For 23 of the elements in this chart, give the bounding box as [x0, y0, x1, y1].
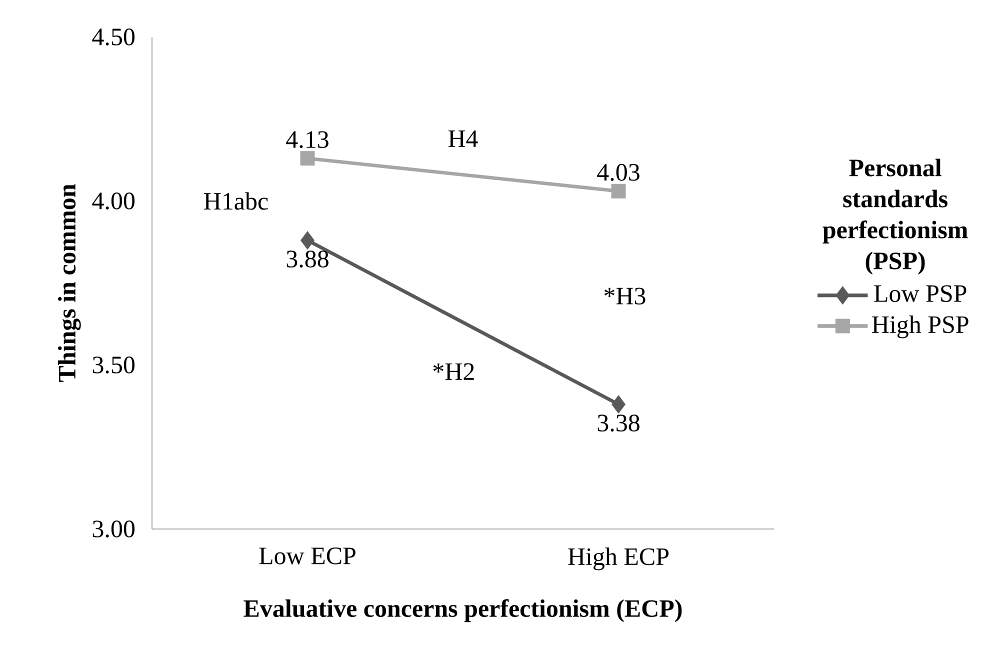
point: [612, 395, 626, 414]
annotation: H4: [448, 130, 478, 147]
point: [300, 151, 315, 166]
point: [300, 231, 315, 250]
annotation: *H3: [604, 288, 646, 305]
legend-label: Low PSP: [874, 285, 966, 302]
legend-title: Personal standards perfectionism (PSP): [822, 158, 968, 274]
data-label: 3.88: [286, 250, 328, 268]
y-tick-label: 4.50: [92, 28, 135, 46]
annotation: H1abc: [204, 192, 268, 210]
point: [611, 184, 626, 198]
y-axis-title: Things in common: [58, 184, 81, 382]
x-axis-title: Evaluative concerns perfectionism (ECP): [244, 599, 682, 622]
data-label: 4.03: [597, 164, 640, 181]
data-label: 4.13: [286, 131, 328, 148]
y-tick-label: 4.00: [92, 192, 135, 210]
annotation: *H2: [433, 363, 474, 380]
y-tick-label: 3.50: [92, 356, 135, 374]
x-tick-label: High ECP: [568, 548, 669, 570]
x-tick-label: Low ECP: [259, 548, 356, 564]
y-tick-label: 3.00: [92, 520, 135, 538]
legend-label: High PSP: [872, 315, 968, 338]
data-label: 3.38: [598, 414, 640, 432]
